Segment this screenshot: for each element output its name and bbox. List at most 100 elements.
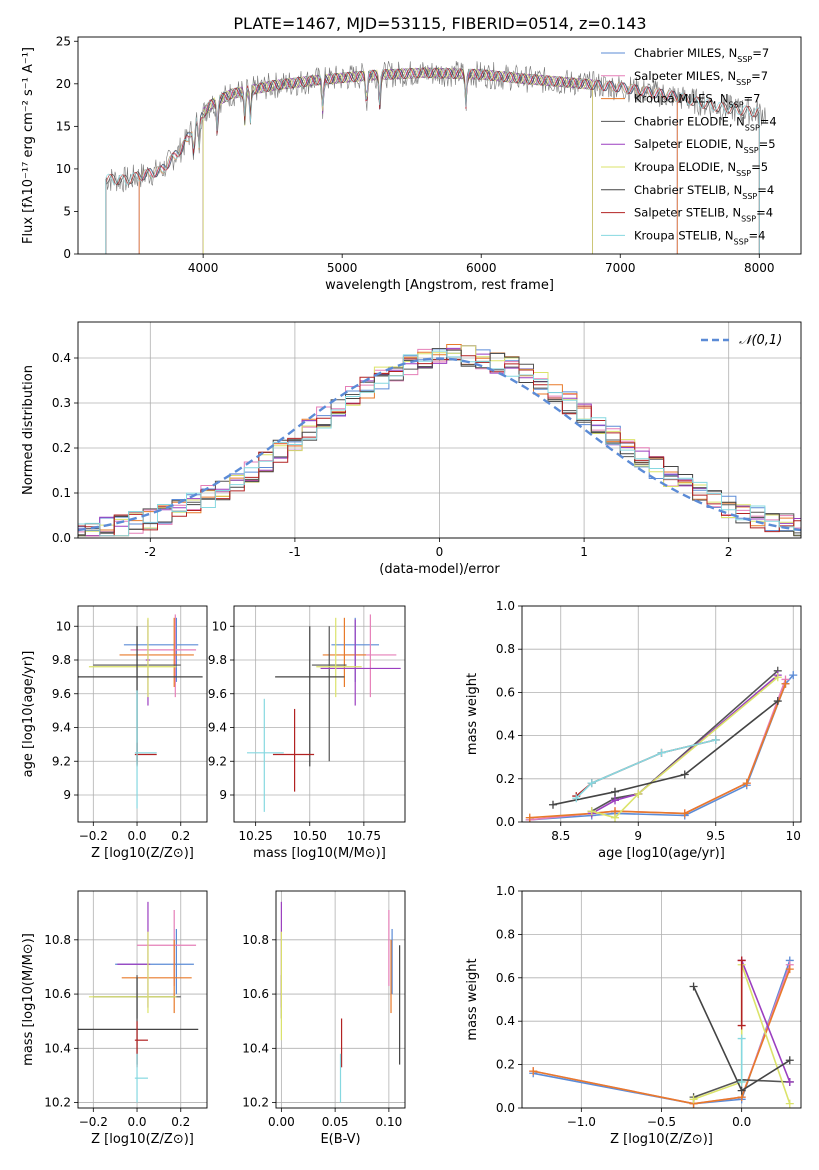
legend-entry: Salpeter STELIB, NSSP=4 [634, 206, 773, 224]
mass-weight-line [575, 739, 716, 799]
mass-weight-point [711, 735, 720, 744]
y-tick-label: 0.4 [496, 729, 515, 743]
y-axis-label: mass [log10(M/M⊙)] [21, 933, 36, 1066]
mass_weight_vs_z-frame [521, 890, 802, 1109]
x-tick-label: 8000 [744, 261, 775, 275]
mass-weight-point [781, 679, 790, 688]
mass-weight-point [611, 787, 619, 796]
mass-weight-point [525, 813, 534, 822]
x-axis-label: E(B-V) [320, 1132, 360, 1147]
y-tick-label: 0 [63, 247, 71, 261]
age_vs_z-plot-area [78, 614, 203, 809]
y-axis-label: Flux [fλ10⁻¹⁷ erg cm⁻² s⁻¹ A⁻¹] [21, 47, 36, 244]
y-tick-label: 10.2 [242, 1096, 269, 1110]
x-axis-label: (data-model)/error [379, 562, 500, 577]
spectrum-model-line [202, 67, 593, 126]
legend-entry: Kroupa ELODIE, NSSP=5 [634, 160, 768, 178]
residual-histogram [78, 348, 801, 536]
x-tick-label: −0.5 [647, 1115, 676, 1129]
x-tick-label: −0.2 [79, 1115, 108, 1129]
y-tick-label: 9.2 [208, 754, 227, 768]
x-tick-label: 0.00 [268, 1115, 295, 1129]
y-axis-label: age [log10(age/yr)] [21, 651, 36, 778]
y-tick-label: 0.4 [496, 1014, 515, 1028]
y-tick-label: 0.6 [496, 971, 515, 985]
y-tick-label: 1.0 [496, 599, 515, 613]
x-tick-label: 9 [634, 829, 642, 843]
x-tick-label: 10.25 [238, 829, 272, 843]
mass-weight-point [737, 956, 746, 965]
mass-weight-point [549, 800, 557, 809]
mass_vs_ebv-frame [275, 890, 406, 1109]
mass_weight_vs_z-plot-area [529, 956, 794, 1108]
mass-weight-point [737, 1034, 746, 1043]
y-axis-label: mass weight [465, 958, 480, 1040]
x-tick-label: 8.5 [551, 829, 570, 843]
legend-entry: Salpeter ELODIE, NSSP=5 [634, 137, 776, 155]
legend-entry: 𝒩(0,1) [739, 333, 782, 348]
y-tick-label: 25 [56, 34, 71, 48]
y-tick-label: 0.8 [496, 642, 515, 656]
x-axis-label: mass [log10(M/M⊙)] [253, 846, 386, 861]
mass-weight-line [740, 960, 791, 1083]
y-tick-label: 10.8 [242, 933, 269, 947]
x-tick-label: 5000 [327, 261, 358, 275]
x-tick-label: -1 [289, 545, 301, 559]
residual-histogram [78, 350, 801, 537]
mass-weight-point [634, 789, 643, 798]
residual-histogram [78, 345, 801, 537]
mass-weight-point [689, 982, 698, 991]
y-tick-label: 9.4 [52, 721, 71, 735]
y-tick-label: 0.0 [496, 1101, 515, 1115]
mass-weight-point [572, 794, 581, 803]
y-tick-label: 10.4 [44, 1041, 71, 1055]
y-tick-label: 10 [56, 619, 71, 633]
mass_vs_z-frame [77, 890, 208, 1109]
residuals-chart: -2 -1 0 1 2 0.0 0.1 0.2 0.3 0.4 (data-model)/error… [21, 321, 802, 577]
y-tick-label: 9.8 [208, 653, 227, 667]
x-tick-label: 0.0 [127, 829, 146, 843]
mass-weight-point [785, 965, 794, 974]
mass-weight-point [773, 697, 782, 706]
y-tick-label: 10.6 [242, 987, 269, 1001]
y-tick-label: 9.6 [208, 687, 227, 701]
x-tick-label: 10 [786, 829, 801, 843]
age_vs_mass-plot-area [246, 614, 401, 812]
x-tick-label: 9.5 [706, 829, 725, 843]
y-tick-label: 10 [56, 162, 71, 176]
y-axis-label: mass weight [465, 673, 480, 755]
age_vs_mass-chart: 10.25 10.50 10.75 9 9.2 9.4 9.6 9.8 10 mass [log1… [208, 605, 406, 861]
y-tick-label: 20 [56, 77, 71, 91]
y-tick-label: 0.8 [496, 927, 515, 941]
y-tick-label: 9 [219, 788, 227, 802]
mass-weight-line [591, 674, 779, 815]
y-tick-label: 0.4 [52, 351, 71, 365]
x-axis-label: age [log10(age/yr)] [598, 846, 725, 861]
x-tick-label: 6000 [466, 261, 497, 275]
y-tick-label: 0.0 [52, 531, 71, 545]
y-tick-label: 0.3 [52, 396, 71, 410]
mass-weight-point [680, 770, 689, 779]
mass_vs_z-chart: −0.2 0.0 0.2 10.2 10.4 10.6 10.8 Z [log10(Z/Z⊙)… [21, 890, 208, 1147]
y-tick-label: 9.2 [52, 754, 71, 768]
mass-weight-point [611, 796, 619, 805]
mass-weight-point [742, 779, 751, 788]
y-tick-label: 10.8 [44, 933, 71, 947]
x-tick-label: 0.0 [127, 1115, 146, 1129]
x-tick-label: 10.50 [293, 829, 327, 843]
age_vs_z-frame [77, 605, 208, 823]
x-tick-label: 2 [725, 545, 733, 559]
mass-weight-line [552, 700, 779, 806]
x-tick-label: 1 [580, 545, 588, 559]
x-tick-label: 0.2 [171, 1115, 190, 1129]
residuals-frame [77, 321, 802, 539]
y-tick-label: 9.4 [208, 721, 227, 735]
mass-weight-point [773, 673, 782, 682]
mass-weight-point [785, 1077, 794, 1086]
legend-entry: Salpeter MILES, NSSP=7 [634, 69, 768, 87]
mass_weight_vs_z-chart: −1.0 −0.5 0.0 0.0 0.2 0.4 0.6 0.8 1.0 Z [log10(Z/… [465, 884, 802, 1147]
figure-title: PLATE=1467, MJD=53115, FIBERID=0514, z=0… [233, 14, 646, 33]
age_vs_mass-frame [233, 605, 406, 823]
mass_vs_ebv-chart: 0.00 0.05 0.10 10.2 10.4 10.6 10.8 E(B-V) [242, 890, 406, 1147]
